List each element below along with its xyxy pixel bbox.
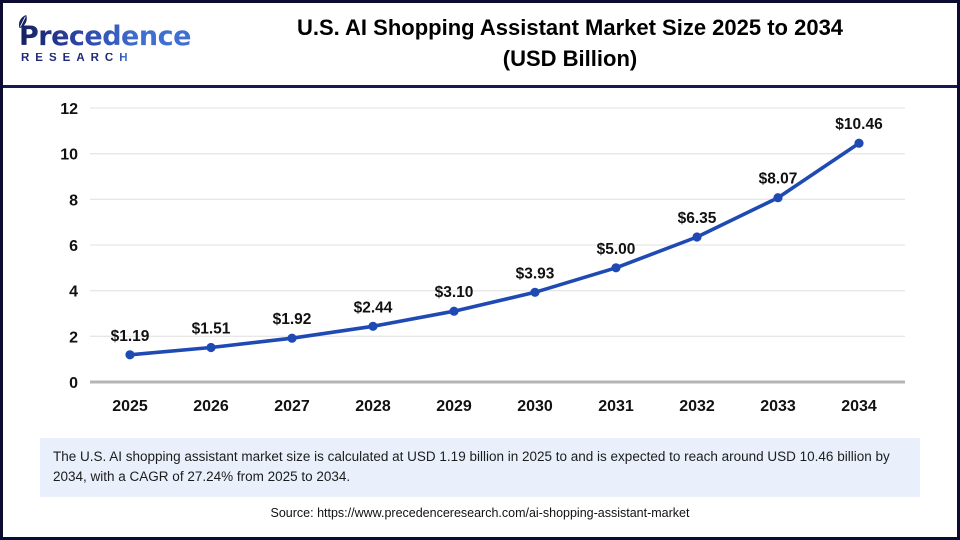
svg-text:$1.19: $1.19 xyxy=(111,328,150,345)
svg-text:$2.44: $2.44 xyxy=(354,299,393,316)
precedence-logo: Precedence RESEARCH xyxy=(3,15,193,65)
svg-text:$3.10: $3.10 xyxy=(435,284,474,301)
logo-wordmark: Precedence xyxy=(19,21,191,53)
svg-text:6: 6 xyxy=(69,238,78,255)
header: Precedence RESEARCH U.S. AI Shopping Ass… xyxy=(3,3,957,88)
chart-title-line1: U.S. AI Shopping Assistant Market Size 2… xyxy=(296,15,844,41)
source-text: Source: https://www.precedenceresearch.c… xyxy=(270,505,690,520)
svg-text:2032: 2032 xyxy=(679,398,715,415)
chart-title: U.S. AI Shopping Assistant Market Size 2… xyxy=(193,13,957,75)
logo-subtitle: RESEARCH xyxy=(19,53,193,65)
svg-text:$8.07: $8.07 xyxy=(759,171,798,188)
leaf-icon xyxy=(15,14,33,34)
svg-text:10: 10 xyxy=(60,147,78,164)
svg-text:12: 12 xyxy=(60,101,78,118)
svg-text:2031: 2031 xyxy=(598,398,634,415)
svg-text:$10.46: $10.46 xyxy=(835,116,883,133)
svg-text:$1.92: $1.92 xyxy=(273,311,312,328)
svg-text:$6.35: $6.35 xyxy=(678,210,717,227)
svg-text:2033: 2033 xyxy=(760,398,796,415)
summary-note: The U.S. AI shopping assistant market si… xyxy=(40,438,920,497)
svg-text:$3.93: $3.93 xyxy=(516,265,555,282)
svg-text:2034: 2034 xyxy=(841,398,877,415)
svg-text:$1.51: $1.51 xyxy=(192,321,231,338)
svg-text:4: 4 xyxy=(69,284,78,301)
svg-text:2027: 2027 xyxy=(274,398,310,415)
svg-text:2030: 2030 xyxy=(517,398,553,415)
svg-text:2028: 2028 xyxy=(355,398,391,415)
svg-text:2026: 2026 xyxy=(193,398,229,415)
svg-text:2025: 2025 xyxy=(112,398,148,415)
chart-title-line2: (USD Billion) xyxy=(502,46,638,71)
svg-text:$5.00: $5.00 xyxy=(597,241,636,258)
svg-text:8: 8 xyxy=(69,192,78,209)
market-size-line-chart: 0 2 4 6 8 10 12 2025 2026 2027 2028 2029 2030 2031 203… xyxy=(60,101,905,415)
svg-text:0: 0 xyxy=(69,375,78,392)
svg-text:2: 2 xyxy=(69,329,78,346)
chart-area: 0 2 4 6 8 10 12 2025 2026 2027 2028 2029 2030 2031 203… xyxy=(3,88,957,430)
svg-text:2029: 2029 xyxy=(436,398,472,415)
